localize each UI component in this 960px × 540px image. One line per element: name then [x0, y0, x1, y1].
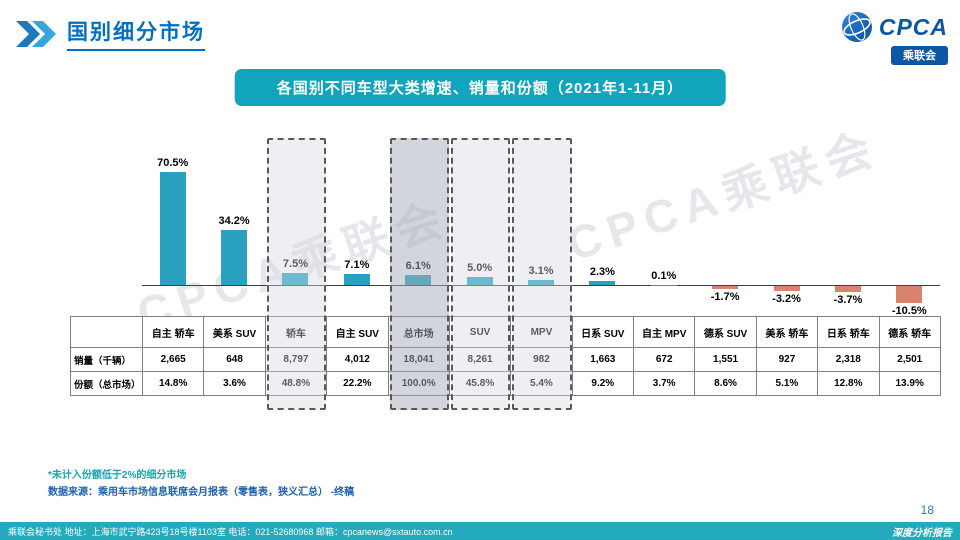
category-header-cell: 美系 轿车 — [755, 316, 819, 348]
share-value-cell: 14.8% — [141, 371, 205, 396]
chart-banner-title: 各国别不同车型大类增速、销量和份额（2021年1-11月） — [234, 69, 726, 106]
slide-header: 国别细分市场 — [16, 16, 205, 51]
sales-value-cell: 2,665 — [141, 347, 205, 372]
footer-report-label: 深度分析报告 — [892, 527, 952, 539]
bar-4 — [405, 275, 432, 285]
bar-value-label: 6.1% — [405, 260, 431, 273]
cpca-logo-top: CPCA — [840, 10, 948, 44]
bar-value-label: -3.7% — [833, 293, 863, 306]
cpca-globe-icon — [841, 12, 872, 42]
sales-row-label: 销量（千辆） — [70, 347, 143, 372]
bar-value-label: -1.7% — [710, 290, 740, 303]
category-header-cell: 德系 轿车 — [878, 316, 941, 348]
bar-value-label: 34.2% — [218, 215, 250, 228]
sales-value-cell: 672 — [632, 347, 696, 372]
bar-value-label: 3.1% — [528, 265, 554, 278]
data-table: 自主 轿车 美系 SUV 轿车 自主 SUV 总市场 SUV MPV 日系 SUV 自主 MPV… — [70, 316, 941, 396]
cpca-logo: CPCA 乘联会 — [840, 10, 948, 65]
sales-value-cell: 4,012 — [326, 347, 389, 372]
logo-cpca-text: CPCA — [878, 13, 948, 40]
share-value-cell: 12.8% — [817, 371, 880, 396]
share-value-cell: 100.0% — [387, 371, 450, 396]
share-value-cell: 9.2% — [571, 371, 635, 396]
sales-value-cell: 18,041 — [387, 347, 450, 372]
bar-value-label: 70.5% — [157, 157, 189, 170]
category-header-cell: MPV — [510, 316, 573, 348]
table-corner-cell — [70, 316, 143, 348]
category-header-cell: 美系 SUV — [203, 316, 266, 348]
category-header-cell: SUV — [448, 316, 512, 348]
share-value-cell: 3.6% — [203, 371, 266, 396]
bar-value-label: 2.3% — [589, 266, 615, 279]
bar-9 — [712, 286, 739, 289]
bar-value-label: 7.1% — [344, 258, 370, 271]
bar-5 — [466, 277, 493, 285]
bar-3 — [343, 273, 370, 285]
bar-6 — [528, 280, 554, 285]
bar-7 — [589, 281, 616, 285]
category-header-cell: 自主 SUV — [326, 316, 389, 348]
category-header-cell: 自主 轿车 — [141, 316, 205, 348]
bar-value-label: 0.1% — [651, 269, 677, 282]
share-value-cell: 13.9% — [878, 371, 941, 396]
bar-10 — [773, 286, 800, 292]
share-value-cell: 3.7% — [632, 371, 696, 396]
bar-value-label: -3.2% — [772, 293, 801, 306]
bar-value-label: -10.5% — [891, 304, 927, 317]
sales-value-cell: 927 — [755, 347, 819, 372]
page-number: 18 — [920, 503, 934, 517]
bar-value-label: 7.5% — [282, 258, 308, 270]
category-header-cell: 日系 SUV — [571, 316, 635, 348]
page-title: 国别细分市场 — [67, 16, 205, 51]
share-value-cell: 5.4% — [510, 371, 573, 396]
bar-value-label: 5.0% — [467, 262, 493, 274]
share-value-cell: 8.6% — [694, 371, 757, 396]
double-chevron-icon — [16, 20, 56, 47]
chart-baseline — [142, 285, 940, 286]
share-value-cell: 45.8% — [448, 371, 512, 396]
bar-0 — [159, 172, 186, 285]
category-header-cell: 自主 MPV — [632, 316, 696, 348]
share-value-cell: 48.8% — [264, 371, 328, 396]
bar-11 — [834, 286, 861, 292]
sales-value-cell: 982 — [510, 347, 573, 372]
share-value-cell: 22.2% — [326, 371, 389, 396]
sales-value-cell: 648 — [203, 347, 266, 372]
sales-value-cell: 2,501 — [878, 347, 941, 372]
category-header-cell: 轿车 — [264, 316, 328, 348]
category-header-cell: 德系 SUV — [694, 316, 757, 348]
sales-value-cell: 8,261 — [448, 347, 512, 372]
data-source-note: 数据来源：乘用车市场信息联席会月报表（零售表，狭义汇总） -终稿 — [48, 487, 355, 498]
footer-contact-info: 乘联会秘书处 地址：上海市武宁路423号18号楼1103室 电话：021-526… — [8, 526, 453, 537]
category-header-cell: 总市场 — [387, 316, 450, 348]
bar-12 — [896, 286, 923, 303]
footnote: *未计入份额低于2%的细分市场 — [48, 470, 187, 481]
share-value-cell: 5.1% — [755, 371, 819, 396]
sales-value-cell: 1,551 — [694, 347, 757, 372]
bar-1 — [221, 230, 248, 285]
sales-value-cell: 8,797 — [264, 347, 328, 372]
logo-name-badge: 乘联会 — [891, 46, 948, 65]
share-row-label: 份额（总市场） — [70, 371, 143, 396]
footer-bar: 乘联会秘书处 地址：上海市武宁路423号18号楼1103室 电话：021-526… — [0, 522, 960, 540]
bar-2 — [282, 273, 309, 285]
category-header-cell: 日系 轿车 — [817, 316, 880, 348]
sales-value-cell: 1,663 — [571, 347, 635, 372]
sales-value-cell: 2,318 — [817, 347, 880, 372]
